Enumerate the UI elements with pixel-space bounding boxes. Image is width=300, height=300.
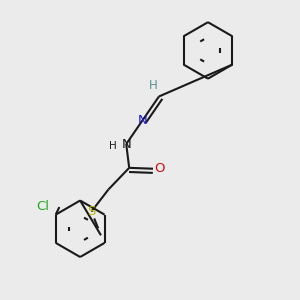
Text: O: O (154, 162, 165, 175)
Text: N: N (138, 114, 148, 128)
Text: S: S (87, 205, 96, 218)
Text: H: H (149, 79, 158, 92)
Text: Cl: Cl (37, 200, 50, 213)
Text: H: H (109, 140, 117, 151)
Text: N: N (121, 138, 131, 151)
